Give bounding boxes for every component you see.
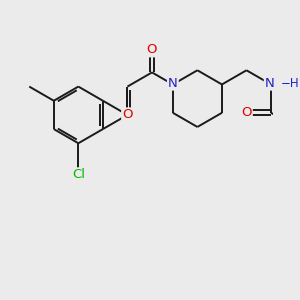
Text: Cl: Cl bbox=[72, 168, 85, 181]
Text: O: O bbox=[122, 108, 133, 122]
Text: O: O bbox=[147, 43, 157, 56]
Text: N: N bbox=[265, 76, 274, 90]
Text: −H: −H bbox=[280, 76, 299, 90]
Text: N: N bbox=[168, 76, 178, 90]
Text: O: O bbox=[241, 106, 252, 119]
